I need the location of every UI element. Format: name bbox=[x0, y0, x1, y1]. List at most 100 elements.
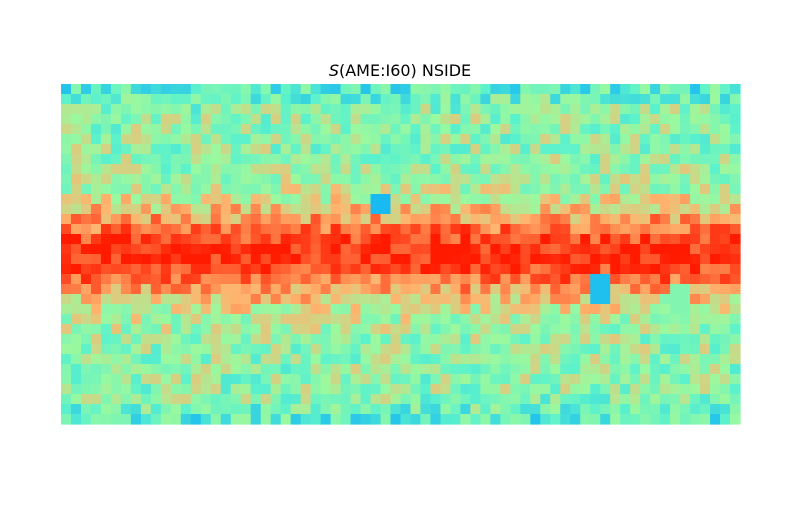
heatmap-cell bbox=[130, 204, 142, 215]
heatmap-cell bbox=[620, 224, 631, 235]
heatmap-cell bbox=[250, 374, 262, 385]
heatmap-cell bbox=[670, 154, 681, 165]
heatmap-cell bbox=[61, 364, 72, 375]
heatmap-cell bbox=[90, 404, 102, 415]
heatmap-cell bbox=[350, 204, 362, 215]
heatmap-cell bbox=[330, 374, 342, 385]
heatmap-cell bbox=[340, 314, 352, 325]
heatmap-cell bbox=[80, 134, 92, 145]
heatmap-cell bbox=[140, 404, 152, 415]
heatmap-cell bbox=[460, 164, 471, 175]
heatmap-cell bbox=[660, 314, 671, 325]
heatmap-cell bbox=[250, 114, 262, 125]
heatmap-cell bbox=[410, 224, 422, 235]
heatmap-cell bbox=[620, 134, 631, 145]
heatmap-cell bbox=[600, 384, 611, 395]
heatmap-cell bbox=[120, 184, 132, 195]
heatmap-cell bbox=[460, 134, 471, 145]
heatmap-cell bbox=[460, 274, 471, 285]
heatmap-cell bbox=[620, 394, 631, 405]
heatmap-cell bbox=[450, 214, 462, 225]
heatmap-cell bbox=[570, 324, 581, 335]
heatmap-cell bbox=[390, 104, 402, 115]
heatmap-cell bbox=[610, 164, 621, 175]
heatmap-cell bbox=[720, 294, 731, 305]
heatmap-cell bbox=[280, 254, 292, 265]
heatmap-cell bbox=[80, 124, 92, 135]
heatmap-cell bbox=[450, 304, 462, 315]
heatmap-cell bbox=[410, 144, 422, 155]
heatmap-cell bbox=[350, 174, 362, 185]
heatmap-cell bbox=[640, 224, 651, 235]
heatmap-cell bbox=[580, 304, 591, 315]
heatmap-cell bbox=[440, 244, 452, 255]
heatmap-cell bbox=[570, 94, 581, 105]
heatmap-cell bbox=[250, 194, 262, 205]
heatmap-cell bbox=[640, 344, 651, 355]
heatmap-cell bbox=[130, 284, 142, 295]
heatmap-cell bbox=[61, 214, 72, 225]
heatmap-cell bbox=[270, 304, 282, 315]
heatmap-cell bbox=[570, 264, 581, 275]
heatmap-cell bbox=[550, 84, 561, 95]
heatmap-cell bbox=[80, 164, 92, 175]
heatmap-cell bbox=[630, 234, 641, 245]
heatmap-cell bbox=[270, 194, 282, 205]
heatmap-cell bbox=[290, 84, 302, 95]
heatmap-cell bbox=[170, 144, 182, 155]
heatmap-cell bbox=[70, 324, 82, 335]
heatmap-cell bbox=[190, 124, 202, 135]
heatmap-cell bbox=[370, 94, 382, 105]
heatmap-cell bbox=[550, 284, 561, 295]
heatmap-cell bbox=[200, 384, 212, 395]
heatmap-cell bbox=[710, 344, 721, 355]
heatmap-cell bbox=[480, 264, 491, 275]
heatmap-cell bbox=[640, 304, 651, 315]
heatmap-cell bbox=[190, 174, 202, 185]
heatmap-cell bbox=[630, 214, 641, 225]
heatmap-cell bbox=[240, 324, 252, 335]
heatmap-cell bbox=[150, 244, 162, 255]
heatmap-cell bbox=[720, 344, 731, 355]
heatmap-cell bbox=[61, 354, 72, 365]
heatmap-cell bbox=[580, 124, 591, 135]
heatmap-cell bbox=[530, 334, 541, 345]
heatmap-cell bbox=[210, 404, 222, 415]
heatmap-cell bbox=[260, 284, 272, 295]
heatmap-cell bbox=[340, 284, 352, 295]
heatmap-cell bbox=[120, 364, 132, 375]
heatmap-cell bbox=[280, 154, 292, 165]
heatmap-cell bbox=[340, 344, 352, 355]
heatmap-cell bbox=[570, 274, 581, 285]
heatmap-cell bbox=[260, 154, 272, 165]
heatmap-cell bbox=[350, 194, 362, 205]
heatmap-cell bbox=[200, 254, 212, 265]
heatmap-cell bbox=[280, 184, 292, 195]
heatmap-cell bbox=[440, 344, 452, 355]
heatmap-cell bbox=[320, 284, 332, 295]
heatmap-cell bbox=[240, 94, 252, 105]
heatmap-cell bbox=[630, 194, 641, 205]
heatmap-cell bbox=[490, 124, 501, 135]
heatmap-cell bbox=[510, 274, 521, 285]
heatmap-cell bbox=[580, 204, 591, 215]
heatmap-cell bbox=[180, 154, 192, 165]
heatmap-cell bbox=[370, 204, 382, 215]
heatmap-cell bbox=[480, 214, 491, 225]
heatmap-cell bbox=[410, 164, 422, 175]
heatmap-cell bbox=[420, 374, 432, 385]
heatmap-cell bbox=[420, 174, 432, 185]
heatmap-cell bbox=[310, 154, 322, 165]
heatmap-cell bbox=[180, 84, 192, 95]
heatmap-cell bbox=[540, 204, 551, 215]
heatmap-cell bbox=[620, 184, 631, 195]
heatmap-cell bbox=[690, 124, 701, 135]
heatmap-cell bbox=[620, 194, 631, 205]
heatmap-cell bbox=[120, 134, 132, 145]
heatmap-cell bbox=[330, 254, 342, 265]
heatmap-cell bbox=[170, 134, 182, 145]
heatmap-cell bbox=[600, 414, 611, 425]
heatmap-cell bbox=[650, 404, 661, 415]
heatmap-cell bbox=[620, 114, 631, 125]
heatmap-cell bbox=[590, 94, 601, 105]
